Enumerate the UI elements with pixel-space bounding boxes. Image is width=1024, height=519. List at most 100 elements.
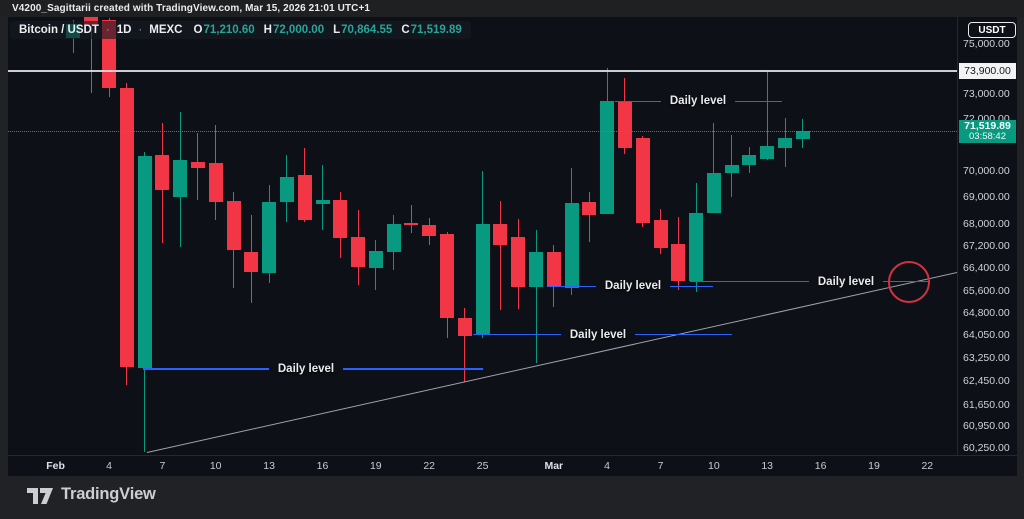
candle-body <box>778 138 792 149</box>
price-axis[interactable]: 73,900.00 71,519.89 03:58:42 75,000.00 73… <box>957 0 1017 455</box>
daily-level-line[interactable] <box>615 100 661 102</box>
currency-toggle-button[interactable]: USDT <box>968 22 1016 38</box>
daily-level-label[interactable]: Daily level <box>817 275 875 288</box>
candle-body <box>795 131 810 140</box>
close-value: 71,519.89 <box>410 24 462 36</box>
time-tick-label: 19 <box>868 460 880 472</box>
candle-body <box>653 220 668 249</box>
open-value: 71,210.60 <box>203 24 255 36</box>
attribution-text: V4200_Sagittarii created with TradingVie… <box>12 3 371 14</box>
separator-dot: · <box>138 24 143 36</box>
time-axis[interactable]: Feb 4 7 10 13 16 19 22 25 Mar 4 7 10 13 16 19 22 <box>8 455 1017 476</box>
daily-level-line[interactable] <box>143 368 269 370</box>
candle-body <box>440 233 454 318</box>
daily-level-line[interactable] <box>670 285 713 287</box>
price-tick-label: 64,050.00 <box>963 328 1010 341</box>
last-price-tag: 71,519.89 03:58:42 <box>959 119 1016 143</box>
time-tick-label: 22 <box>921 460 934 472</box>
daily-level-label[interactable]: Daily level <box>277 363 335 375</box>
alert-price-line[interactable] <box>8 70 957 72</box>
price-tick-label: 69,000.00 <box>963 191 1010 204</box>
last-price-value: 71,519.89 <box>964 119 1011 132</box>
attribution-bar: V4200_Sagittarii created with TradingVie… <box>0 0 1024 17</box>
candle-body <box>208 163 223 202</box>
candle-body <box>635 138 650 223</box>
candle-body <box>190 161 205 168</box>
price-tick-label: 64,800.00 <box>963 307 1010 320</box>
candle-body <box>351 236 366 267</box>
candle-body <box>529 251 543 287</box>
bar-countdown: 03:58:42 <box>969 130 1006 142</box>
candle-body <box>600 101 615 215</box>
time-tick-label: 7 <box>159 460 166 472</box>
candle-body <box>155 154 170 190</box>
time-tick-label: 4 <box>604 460 611 472</box>
candle-wick <box>410 204 412 233</box>
price-tick-label: 62,450.00 <box>963 375 1010 388</box>
price-tick-label: 60,250.00 <box>963 441 1010 454</box>
candle-body <box>119 87 134 367</box>
highlight-circle[interactable] <box>888 260 930 303</box>
time-tick-label: 22 <box>423 460 436 472</box>
symbol-name: Bitcoin / USDT <box>19 24 99 36</box>
open-key: O <box>193 24 203 36</box>
price-tick-label: 68,000.00 <box>963 218 1010 231</box>
candle-body <box>173 159 188 197</box>
daily-level-line[interactable] <box>635 334 732 336</box>
candle-wick <box>766 69 768 160</box>
price-tick-label: 60,950.00 <box>963 420 1010 433</box>
candle-body <box>368 251 383 268</box>
candle-body <box>671 244 686 282</box>
candle-body <box>226 200 241 250</box>
daily-level-line[interactable] <box>473 334 561 336</box>
price-tick-label: 67,200.00 <box>963 240 1010 253</box>
time-tick-label: 16 <box>814 460 827 472</box>
interval-label: 1D <box>116 24 132 36</box>
candle-body <box>262 202 277 273</box>
candle-body <box>617 101 632 149</box>
time-tick-label: 19 <box>369 460 382 472</box>
candle-body <box>457 318 472 336</box>
time-tick-label: Feb <box>46 460 65 472</box>
price-tick-label: 70,000.00 <box>963 164 1010 177</box>
price-tick-label: 63,250.00 <box>963 351 1010 364</box>
price-tick-label: 61,650.00 <box>963 399 1010 412</box>
time-tick-label: 10 <box>209 460 222 472</box>
ascending-trendline[interactable] <box>146 271 957 454</box>
time-tick-label: 13 <box>263 460 275 472</box>
daily-level-line[interactable] <box>735 100 782 102</box>
chart-pane[interactable]: Daily level Daily level Daily level Daily l… <box>8 0 957 455</box>
candle-body <box>546 251 561 287</box>
time-tick-label: 13 <box>761 460 774 472</box>
time-tick-label: 10 <box>708 460 720 472</box>
price-tick-label: 75,000.00 <box>963 37 1010 50</box>
high-value: 72,000.00 <box>272 24 325 36</box>
time-tick-label: Mar <box>544 460 564 472</box>
tradingview-logo[interactable]: TradingView <box>27 484 156 504</box>
low-value: 70,864.55 <box>341 24 393 36</box>
candle-wick <box>713 123 715 213</box>
candle-body <box>511 236 526 287</box>
daily-level-line[interactable] <box>547 285 596 287</box>
candle-body <box>244 251 259 272</box>
candle-body <box>333 200 348 238</box>
daily-level-label[interactable]: Daily level <box>604 280 662 293</box>
candle-body <box>315 200 330 204</box>
exchange-label: MEXC <box>149 24 183 36</box>
daily-level-line[interactable] <box>690 281 809 283</box>
candle-wick <box>322 165 323 230</box>
candle-body <box>404 223 419 225</box>
candle-body <box>760 146 775 159</box>
candle-body <box>706 173 721 213</box>
time-tick-label: 4 <box>106 460 112 472</box>
daily-level-line[interactable] <box>343 368 483 370</box>
daily-level-label[interactable]: Daily level <box>569 328 627 341</box>
tradingview-wordmark: TradingView <box>61 484 156 503</box>
candle-body <box>564 203 579 288</box>
daily-level-label[interactable]: Daily level <box>669 95 727 108</box>
candle-wick <box>499 200 501 311</box>
price-tick-label: 66,400.00 <box>963 262 1010 275</box>
low-key: L <box>333 24 341 36</box>
